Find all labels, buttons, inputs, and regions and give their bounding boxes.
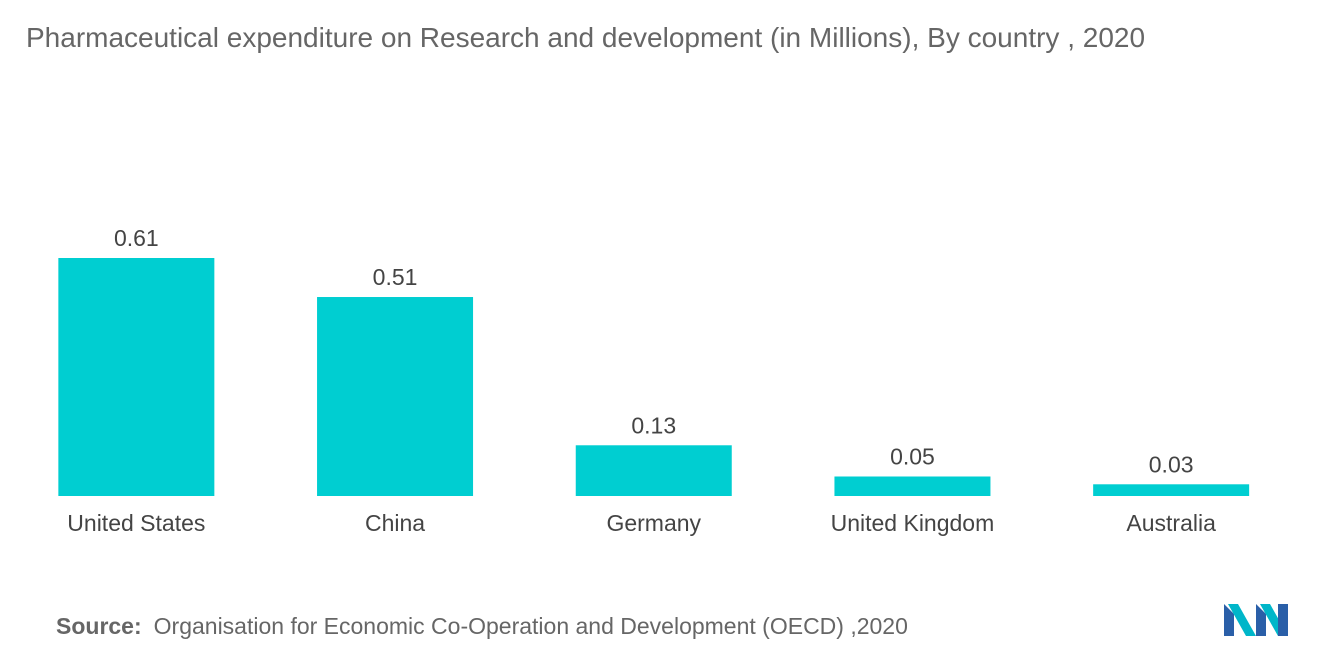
category-label: Australia: [1126, 510, 1216, 536]
data-label: 0.13: [631, 412, 676, 438]
category-label: United States: [67, 510, 205, 536]
category-label: China: [365, 510, 425, 536]
mordor-intelligence-logo-icon: [1224, 604, 1288, 636]
source-text: Organisation for Economic Co-Operation a…: [153, 613, 908, 639]
data-label: 0.51: [373, 264, 418, 290]
bar-united-kingdom: [834, 476, 991, 496]
data-label: 0.61: [114, 225, 159, 251]
data-label: 0.03: [1149, 451, 1194, 477]
source-label: Source:: [56, 613, 142, 639]
bar-united-states: [58, 258, 215, 496]
bar-australia: [1093, 484, 1250, 496]
category-label: United Kingdom: [831, 510, 995, 536]
category-label: Germany: [606, 510, 701, 536]
data-label: 0.05: [890, 443, 935, 469]
bar-germany: [575, 445, 732, 496]
chart-title: Pharmaceutical expenditure on Research a…: [26, 22, 1146, 53]
source-note: Source: Organisation for Economic Co-Oper…: [56, 613, 908, 640]
bar-china: [317, 297, 474, 496]
bar-chart: 0.61 United States 0.51 China 0.13 Germany 0.0…: [58, 225, 1250, 536]
